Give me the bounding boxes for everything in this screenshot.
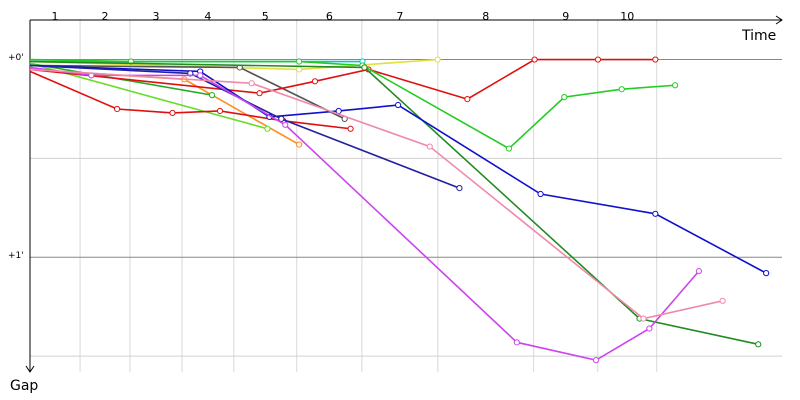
series-point	[505, 145, 513, 152]
series-line	[29, 70, 351, 130]
series-point	[618, 86, 625, 93]
series-point	[592, 357, 600, 364]
series-point	[113, 105, 121, 113]
lap-label: 9	[562, 10, 569, 23]
series-point	[755, 341, 762, 348]
series-point	[672, 82, 679, 89]
series-point	[652, 210, 659, 217]
series-point	[282, 121, 289, 128]
series-point	[256, 90, 263, 97]
series-point	[561, 94, 568, 101]
lap-label: 1	[52, 10, 59, 23]
y-tick-label: +0'	[8, 53, 24, 63]
series-point	[646, 325, 653, 332]
series-point	[652, 56, 659, 63]
lap-label: 3	[152, 10, 159, 23]
y-tick-label: +1'	[8, 251, 24, 261]
series-point	[169, 109, 176, 117]
lap-label: 2	[102, 10, 109, 23]
series-point	[208, 92, 216, 99]
lap-label: 5	[262, 10, 269, 23]
series-line	[29, 64, 767, 274]
series-line	[29, 60, 759, 346]
series-point	[594, 56, 602, 63]
series-point	[296, 66, 303, 73]
y-axis-arrow	[25, 365, 35, 373]
series-point	[531, 56, 538, 63]
lap-label: 10	[620, 10, 634, 23]
series-point	[695, 268, 702, 275]
series-point	[434, 56, 441, 63]
series-point	[464, 96, 471, 103]
series-point	[537, 190, 544, 198]
series-point	[394, 101, 402, 109]
series-point	[296, 141, 303, 148]
series-point	[426, 143, 433, 150]
series-point	[296, 58, 303, 65]
x-axis-label: Time	[741, 28, 776, 44]
series-point	[456, 184, 463, 192]
series-point	[278, 115, 285, 122]
series-point	[197, 72, 204, 79]
x-axis-arrow	[775, 15, 783, 25]
lap-label: 7	[396, 10, 403, 23]
series-point	[513, 339, 520, 346]
series-point	[347, 125, 354, 132]
y-axis-label: Gap	[10, 378, 38, 394]
series-point	[719, 297, 726, 304]
series-line	[29, 58, 676, 150]
series-point	[264, 125, 271, 132]
series-point	[640, 315, 647, 322]
series-point	[311, 78, 319, 85]
lap-label: 8	[482, 10, 489, 23]
series-point	[361, 64, 368, 71]
series-line	[29, 62, 268, 130]
series-point	[216, 107, 224, 115]
series-line	[29, 58, 656, 100]
lap-label: 4	[204, 10, 211, 23]
series-point	[248, 80, 255, 87]
series-point	[763, 270, 770, 277]
series-line	[29, 66, 700, 361]
lap-label: 6	[326, 10, 333, 23]
